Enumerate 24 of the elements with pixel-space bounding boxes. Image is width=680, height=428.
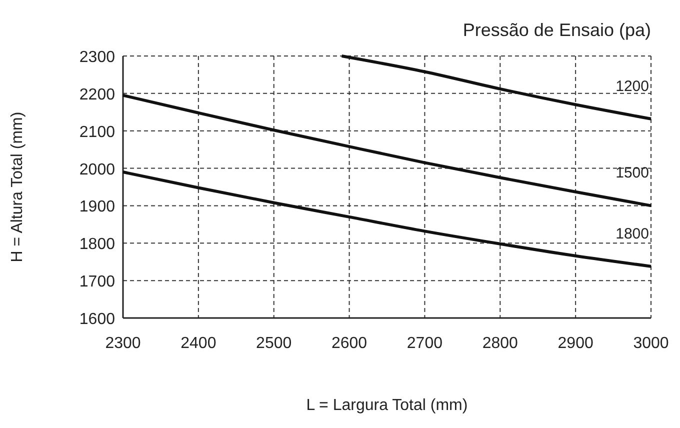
x-tick-label: 2300: [105, 335, 141, 352]
legend-title: Pressão de Ensaio (pa): [462, 20, 651, 40]
y-tick-label: 1800: [79, 236, 116, 254]
y-tick-label: 1600: [79, 311, 116, 328]
y-tick-label: 2000: [79, 161, 116, 178]
series-label: 1200: [616, 78, 649, 95]
y-tick-label: 2300: [79, 49, 116, 66]
x-tick-label: 2600: [331, 335, 368, 352]
line-series: [122, 94, 652, 208]
y-tick-label: 2200: [79, 86, 116, 104]
x-tick-label: 3000: [633, 335, 669, 352]
x-tick-label: 2900: [558, 335, 594, 352]
y-axis-title: H = Altura Total (mm): [9, 112, 26, 262]
series-label: 1500: [616, 164, 649, 182]
y-tick-label: 1700: [79, 274, 116, 291]
x-tick-label: 2400: [180, 335, 216, 352]
y-tick-label: 2100: [79, 124, 116, 141]
x-tick-label: 2500: [256, 335, 292, 352]
x-axis-title: L = Largura Total (mm): [306, 397, 468, 414]
line-series: [340, 54, 652, 120]
y-tick-label: 1900: [79, 198, 116, 216]
x-tick-label: 2700: [406, 335, 443, 352]
series-label: 1800: [616, 225, 649, 242]
x-tick-label: 2800: [482, 335, 518, 352]
